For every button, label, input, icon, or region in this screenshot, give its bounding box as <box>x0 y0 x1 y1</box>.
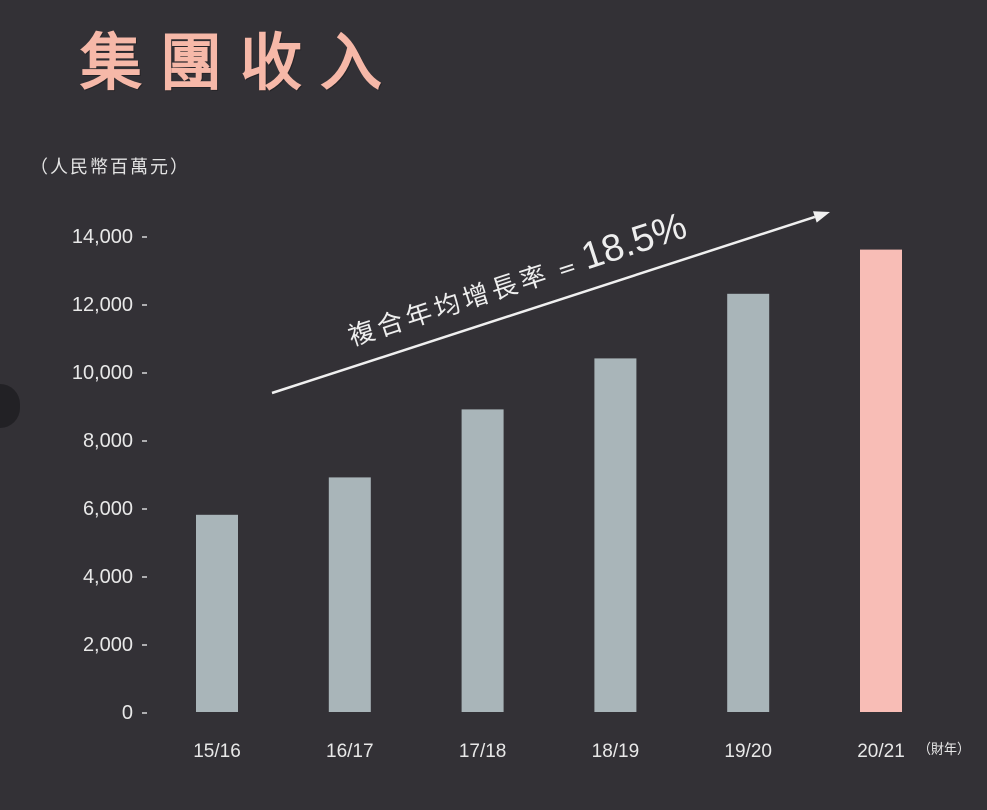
x-tick-label: 16/17 <box>326 741 374 762</box>
slider-prev-button[interactable] <box>0 384 20 428</box>
bar-15-16 <box>196 514 238 712</box>
y-axis-unit-label: （人民幣百萬元） <box>30 157 190 178</box>
y-axis: 0 2,000 4,000 6,000 8,000 10,000 12,000 14,000 <box>72 226 147 724</box>
y-tick-label: 12,000 <box>72 294 133 316</box>
y-tick-label: 2,000 <box>83 634 133 656</box>
bar-16-17 <box>328 477 371 712</box>
y-tick-label: 8,000 <box>83 430 133 452</box>
cagr-annotation-equals: = <box>555 255 580 284</box>
cagr-annotation-value: 18.5% <box>576 205 691 278</box>
x-axis-label: （財年） <box>918 742 970 758</box>
x-tick-label: 15/16 <box>193 741 241 762</box>
trend-arrow <box>271 211 830 395</box>
x-axis: （財年） 15/16 16/17 17/18 18/19 19/20 20/21 <box>193 741 970 762</box>
x-tick-label: 18/19 <box>592 741 640 762</box>
y-tick-label: 0 <box>122 702 133 724</box>
bar-18-19 <box>594 358 637 712</box>
bar-series <box>196 249 902 712</box>
cagr-annotation: 複合年均增長率 = 18.5% <box>342 205 692 354</box>
x-tick-label: 19/20 <box>724 741 772 762</box>
x-tick-label: 20/21 <box>857 741 905 762</box>
bar-19-20 <box>727 293 770 712</box>
y-tick-label: 6,000 <box>83 498 133 520</box>
cagr-annotation-label: 複合年均增長率 <box>345 259 554 352</box>
y-tick-label: 10,000 <box>72 362 133 384</box>
bar-20-21 <box>860 249 902 712</box>
x-tick-label: 17/18 <box>459 741 507 762</box>
trend-arrow-head <box>813 211 830 223</box>
bar-17-18 <box>461 409 504 712</box>
y-tick-label: 14,000 <box>72 226 133 248</box>
y-tick-label: 4,000 <box>83 566 133 588</box>
trend-arrow-line <box>271 215 816 395</box>
chart-title: 集團收入 <box>80 26 401 99</box>
